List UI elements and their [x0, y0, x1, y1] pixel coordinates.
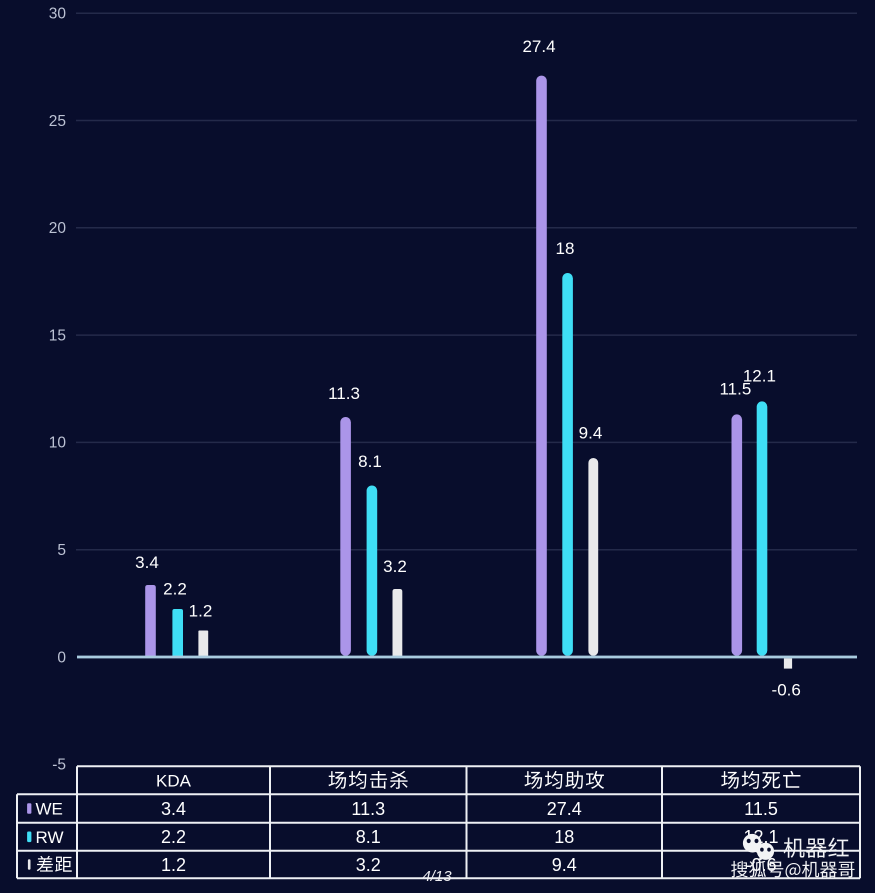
- svg-text:9.4: 9.4: [579, 424, 603, 443]
- svg-text:10: 10: [49, 435, 67, 452]
- svg-text:3.2: 3.2: [383, 557, 407, 576]
- svg-text:9.4: 9.4: [552, 855, 577, 875]
- svg-text:25: 25: [49, 113, 66, 130]
- svg-text:11.5: 11.5: [744, 799, 778, 819]
- svg-text:-5: -5: [52, 757, 66, 774]
- svg-text:11.3: 11.3: [328, 384, 360, 403]
- svg-text:0: 0: [57, 649, 66, 666]
- svg-text:WE: WE: [36, 800, 63, 819]
- svg-text:27.4: 27.4: [522, 37, 555, 56]
- svg-text:18: 18: [554, 827, 574, 847]
- svg-text:3.4: 3.4: [135, 553, 159, 572]
- svg-text:20: 20: [49, 220, 67, 237]
- svg-text:4/13: 4/13: [422, 868, 452, 885]
- svg-text:30: 30: [49, 6, 67, 23]
- svg-text:11.5: 11.5: [719, 380, 751, 399]
- svg-text:1.2: 1.2: [189, 602, 213, 621]
- svg-text:27.4: 27.4: [547, 799, 582, 819]
- svg-text:3.2: 3.2: [356, 855, 381, 875]
- svg-text:5: 5: [57, 542, 66, 559]
- svg-text:8.1: 8.1: [358, 452, 382, 471]
- svg-text:11.3: 11.3: [351, 799, 385, 819]
- svg-text:2.2: 2.2: [161, 827, 186, 847]
- svg-text:12.1: 12.1: [743, 366, 776, 385]
- svg-text:15: 15: [49, 327, 66, 344]
- svg-text:1.2: 1.2: [161, 855, 186, 875]
- svg-text:-0.6: -0.6: [772, 681, 801, 700]
- svg-text:RW: RW: [36, 828, 64, 847]
- svg-text:18: 18: [556, 239, 575, 258]
- svg-text:8.1: 8.1: [356, 827, 381, 847]
- svg-text:KDA: KDA: [156, 771, 192, 790]
- svg-text:3.4: 3.4: [161, 799, 186, 819]
- svg-text:2.2: 2.2: [163, 580, 187, 599]
